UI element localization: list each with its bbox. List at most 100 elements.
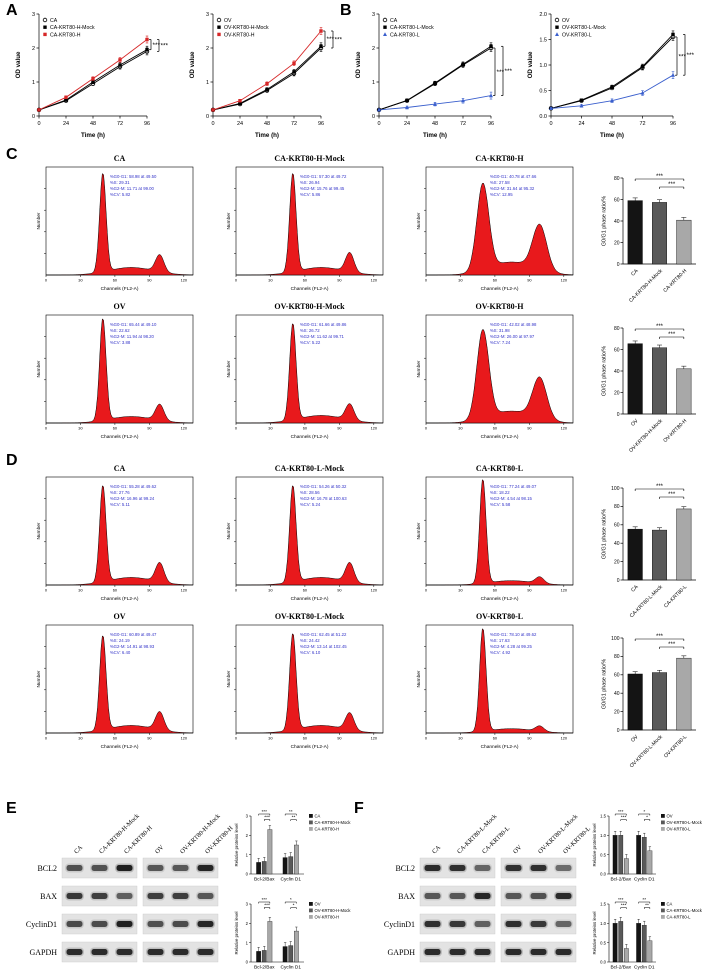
- svg-text:%CV: 5.82: %CV: 5.82: [110, 192, 131, 197]
- svg-text:0: 0: [425, 736, 428, 741]
- svg-text:%S: 26.94: %S: 26.94: [300, 180, 320, 185]
- svg-text:0: 0: [377, 121, 380, 127]
- svg-text:48: 48: [264, 121, 270, 127]
- svg-text:CA-KRT80-L: CA-KRT80-L: [476, 464, 523, 473]
- svg-text:OV: OV: [114, 302, 126, 311]
- svg-text:0: 0: [425, 278, 428, 283]
- svg-text:***: ***: [327, 36, 335, 43]
- svg-text:OV-KRT80-L-Mock: OV-KRT80-L-Mock: [275, 612, 345, 621]
- svg-text:Relative proteins level: Relative proteins level: [234, 911, 239, 954]
- svg-text:90: 90: [527, 426, 532, 431]
- svg-text:CyclinD1: CyclinD1: [384, 920, 415, 929]
- svg-text:Number: Number: [416, 212, 422, 229]
- svg-text:1: 1: [246, 940, 249, 945]
- svg-text:72: 72: [117, 121, 123, 127]
- svg-text:%S: 29.31: %S: 29.31: [110, 180, 130, 185]
- flow-hist-ca-krt80-l: CA-KRT80-L 0 30 60 90 120 Number Channels (FL2-…: [406, 462, 578, 602]
- svg-text:OV-KRT80-L: OV-KRT80-L: [562, 32, 592, 38]
- svg-text:0: 0: [246, 960, 249, 965]
- svg-text:Number: Number: [36, 212, 42, 229]
- svg-text:60: 60: [303, 426, 308, 431]
- svg-text:120: 120: [561, 736, 568, 741]
- svg-text:%S: 31.98: %S: 31.98: [490, 328, 510, 333]
- svg-text:Number: Number: [416, 360, 422, 377]
- svg-text:CA-KRT80-H: CA-KRT80-H: [662, 268, 688, 294]
- flow-hist-ov-krt80-h-mock-svg: OV-KRT80-H-Mock 0 30 60 90 120 Number Channels …: [226, 302, 384, 440]
- svg-text:CA-KRT80-L: CA-KRT80-L: [390, 32, 420, 38]
- svg-text:30: 30: [458, 278, 463, 283]
- svg-text:CA-KRT80-H-Mock: CA-KRT80-H-Mock: [50, 25, 95, 31]
- svg-text:0: 0: [617, 412, 620, 418]
- flow-hist-ca-krt80-h: CA-KRT80-H 0 30 60 90 120 Number Channels (FL2-…: [406, 152, 578, 292]
- protein-bar-e-bottom: 0 1 2 3 Relative proteins level Bcl-2/Bax *** *…: [232, 892, 351, 976]
- svg-text:60: 60: [493, 736, 498, 741]
- svg-text:48: 48: [90, 121, 96, 127]
- svg-text:CA-KRT80-L-Mock: CA-KRT80-L-Mock: [456, 813, 499, 856]
- svg-text:**: **: [289, 809, 293, 815]
- svg-text:0: 0: [425, 588, 428, 593]
- svg-text:72: 72: [291, 121, 297, 127]
- svg-text:***: ***: [679, 53, 687, 60]
- svg-text:Cyclin D1: Cyclin D1: [634, 965, 655, 971]
- svg-text:Number: Number: [226, 360, 232, 377]
- svg-text:1: 1: [206, 80, 209, 86]
- svg-text:30: 30: [268, 426, 273, 431]
- svg-text:90: 90: [337, 426, 342, 431]
- svg-text:40: 40: [614, 691, 620, 697]
- svg-text:Time (h): Time (h): [600, 132, 624, 139]
- svg-text:CA: CA: [431, 844, 442, 855]
- panel-label-d: D: [6, 452, 18, 469]
- svg-text:***: ***: [668, 642, 676, 648]
- svg-text:BAX: BAX: [398, 892, 415, 901]
- svg-text:G0/G1 phase ratio/%: G0/G1 phase ratio/%: [602, 659, 608, 710]
- svg-text:3: 3: [372, 12, 375, 18]
- svg-text:***: ***: [656, 324, 664, 330]
- g0g1-bar-ov-krt80-h-svg: 0 20 40 60 80 G0/G1 phase ratio/% OV OV-KRT80-H…: [602, 324, 696, 454]
- svg-text:90: 90: [147, 278, 152, 283]
- svg-text:120: 120: [371, 588, 378, 593]
- svg-text:Bcl-2/Bax: Bcl-2/Bax: [254, 965, 275, 971]
- svg-text:72: 72: [460, 121, 466, 127]
- protein-bar-f-top: 0.0 0.5 1.0 1.5 Relative proteins level Bcl-2…: [590, 804, 703, 888]
- svg-text:G0/G1 phase ratio/%: G0/G1 phase ratio/%: [602, 196, 608, 247]
- svg-text:%G0-G1: 55.28 at 49.62: %G0-G1: 55.28 at 49.62: [110, 484, 157, 489]
- flow-hist-ca: CA 0 30 60 90 120 Number Channels (FL2-A) %G0-G1…: [26, 152, 198, 292]
- flow-hist-ca-krt80-l-mock: CA-KRT80-L-Mock 0 30 60 90 120 Number Channels …: [216, 462, 388, 602]
- svg-text:96: 96: [488, 121, 494, 127]
- svg-text:OV-KRT80-L: OV-KRT80-L: [667, 826, 692, 831]
- svg-text:30: 30: [458, 426, 463, 431]
- svg-text:GAPDH: GAPDH: [29, 948, 57, 957]
- svg-text:BCL2: BCL2: [395, 864, 415, 873]
- svg-text:%S: 28.56: %S: 28.56: [300, 490, 320, 495]
- svg-text:CA-KRT80-L-Mock: CA-KRT80-L-Mock: [275, 464, 345, 473]
- svg-text:%G0-G1: 78.10 at 49.62: %G0-G1: 78.10 at 49.62: [490, 632, 537, 637]
- svg-text:30: 30: [268, 588, 273, 593]
- svg-text:1.0: 1.0: [600, 921, 606, 926]
- svg-text:Cyclin D1: Cyclin D1: [280, 965, 301, 971]
- svg-text:***: ***: [668, 492, 676, 498]
- svg-text:%S: 27.76: %S: 27.76: [110, 490, 130, 495]
- svg-text:***: ***: [668, 182, 676, 188]
- svg-text:***: ***: [161, 43, 169, 50]
- protein-bar-f-bottom: 0.0 0.5 1.0 1.5 Relative proteins level Bcl-2…: [590, 892, 703, 976]
- svg-text:1: 1: [246, 852, 249, 857]
- svg-text:0: 0: [37, 121, 40, 127]
- flow-hist-ov-krt80-h-mock: OV-KRT80-H-Mock 0 30 60 90 120 Number Channels …: [216, 300, 388, 440]
- svg-text:1.0: 1.0: [600, 833, 606, 838]
- svg-text:%G2-M: 13.14 at 102.45: %G2-M: 13.14 at 102.45: [300, 644, 347, 649]
- proliferation-chart-ov-krt80-h: 0 1 2 3 0 24 48 72 96 OD value Time (h) OV OV-KRT80-…: [186, 8, 348, 140]
- svg-text:%CV: 5.58: %CV: 5.58: [490, 502, 511, 507]
- svg-text:%G2-M: 16.78 at 100.63: %G2-M: 16.78 at 100.63: [300, 496, 347, 501]
- svg-text:Number: Number: [36, 670, 42, 687]
- svg-text:1.0: 1.0: [539, 63, 547, 69]
- svg-text:0: 0: [246, 872, 249, 877]
- g0g1-bar-ca-krt80-l: 0 20 40 60 80 100 G0/G1 phase ratio/% CA CA-KRT8…: [598, 470, 700, 626]
- svg-text:CA: CA: [667, 901, 673, 906]
- svg-text:%G2-M: 16.96 at 99.24: %G2-M: 16.96 at 99.24: [110, 496, 155, 501]
- svg-text:%CV: 5.22: %CV: 5.22: [300, 340, 321, 345]
- g0g1-bar-ov-krt80-l-svg: 0 20 40 60 80 100 G0/G1 phase ratio/% OV OV-KRT8…: [602, 634, 696, 769]
- svg-text:2: 2: [206, 46, 209, 52]
- svg-text:60: 60: [303, 588, 308, 593]
